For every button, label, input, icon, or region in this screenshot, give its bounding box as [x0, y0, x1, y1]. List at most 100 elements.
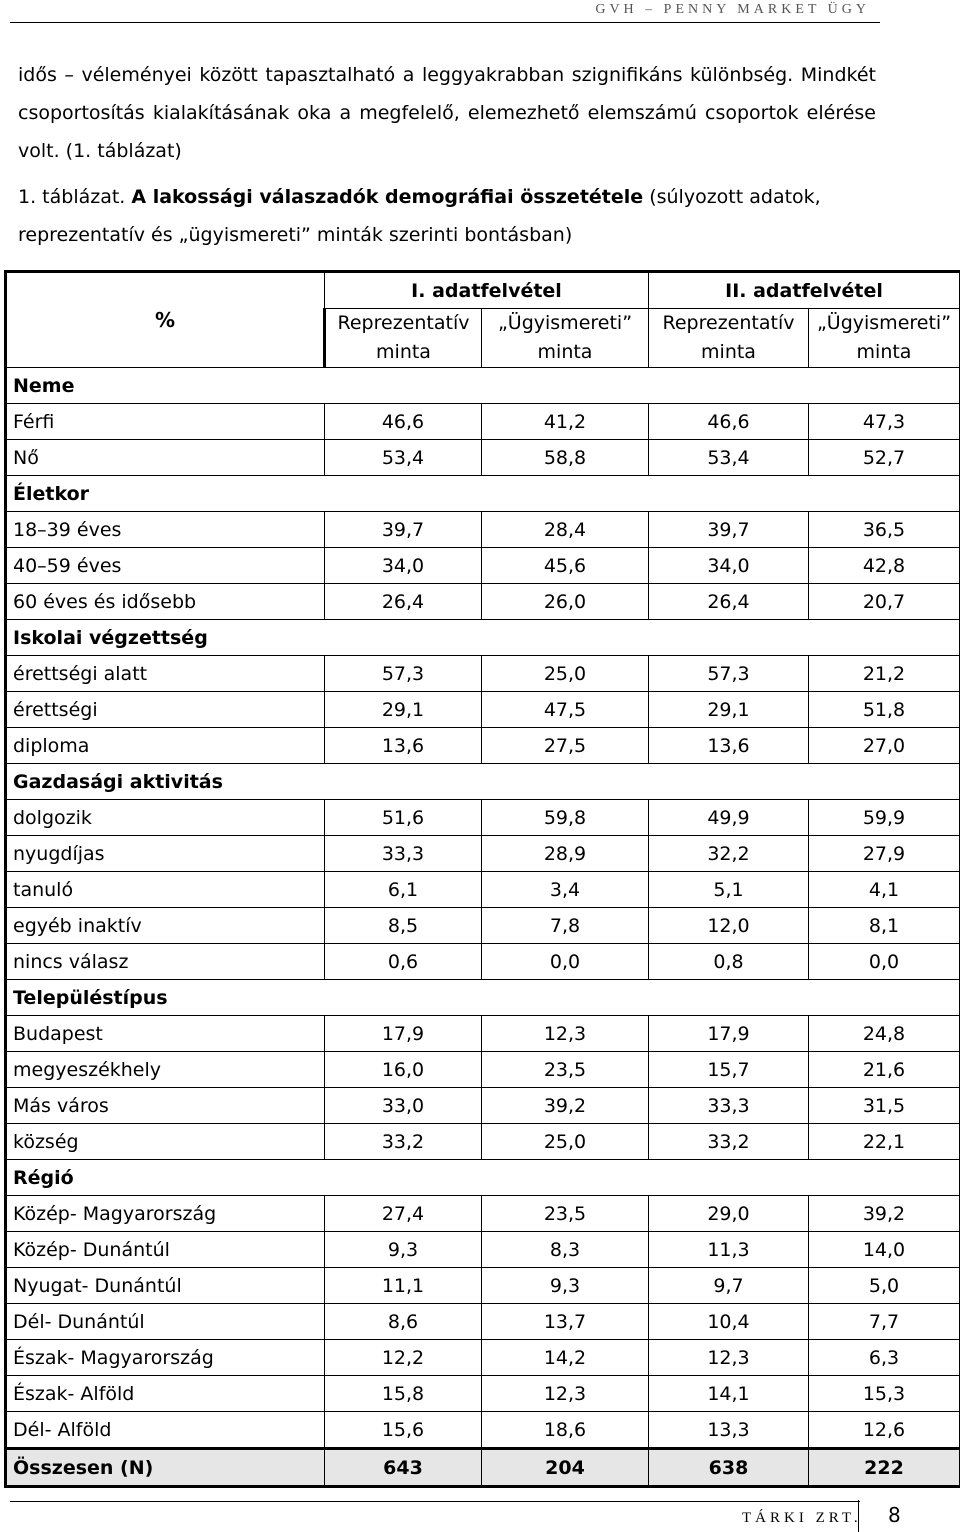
- value-cell: 53,4: [324, 439, 482, 476]
- value-cell: 27,4: [324, 1195, 482, 1232]
- intro-paragraph: idős – véleményei között tapasztalható a…: [18, 64, 876, 162]
- value-cell: 5,0: [808, 1267, 960, 1304]
- value-cell: 39,2: [481, 1087, 649, 1124]
- value-cell: 33,2: [648, 1123, 809, 1160]
- group-label: Iskolai végzettség: [4, 619, 960, 656]
- table-row: nincs válasz 0,6 0,0 0,8 0,0: [4, 943, 960, 980]
- value-cell: 29,1: [324, 691, 482, 728]
- caption-prefix: 1. táblázat.: [18, 186, 126, 208]
- group-row: Életkor: [4, 475, 960, 512]
- survey-2-header: II. adatfelvétel: [648, 270, 960, 309]
- value-cell: 12,0: [648, 907, 809, 944]
- table-row: 40–59 éves 34,0 45,6 34,0 42,8: [4, 547, 960, 584]
- caption-rest: (súlyozott adatok, reprezentatív és „ügy…: [18, 186, 821, 246]
- value-cell: 22,1: [808, 1123, 960, 1160]
- value-cell: 27,0: [808, 727, 960, 764]
- group-row: Régió: [4, 1159, 960, 1196]
- table-row: Észak- Magyarország 12,2 14,2 12,3 6,3: [4, 1339, 960, 1376]
- table-caption: 1. táblázat. A lakossági válaszadók demo…: [18, 178, 876, 254]
- value-cell: 26,0: [481, 583, 649, 620]
- value-cell: 26,4: [324, 583, 482, 620]
- value-cell: 25,0: [481, 1123, 649, 1160]
- table-row: Más város 33,0 39,2 33,3 31,5: [4, 1087, 960, 1124]
- value-cell: 23,5: [481, 1195, 649, 1232]
- row-label: 60 éves és idősebb: [4, 583, 325, 620]
- row-label: diploma: [4, 727, 325, 764]
- value-cell: 32,2: [648, 835, 809, 872]
- table-row: Közép- Magyarország 27,4 23,5 29,0 39,2: [4, 1195, 960, 1232]
- value-cell: 14,0: [808, 1231, 960, 1268]
- row-label: Más város: [4, 1087, 325, 1124]
- table-row: Dél- Dunántúl 8,6 13,7 10,4 7,7: [4, 1303, 960, 1340]
- value-cell: 0,6: [324, 943, 482, 980]
- total-label: Összesen (N): [4, 1447, 325, 1488]
- value-cell: 42,8: [808, 547, 960, 584]
- value-cell: 8,3: [481, 1231, 649, 1268]
- value-cell: 28,9: [481, 835, 649, 872]
- value-cell: 0,0: [481, 943, 649, 980]
- row-label: Budapest: [4, 1015, 325, 1052]
- value-cell: 21,6: [808, 1051, 960, 1088]
- value-cell: 41,2: [481, 403, 649, 440]
- value-cell: 53,4: [648, 439, 809, 476]
- value-cell: 17,9: [324, 1015, 482, 1052]
- value-cell: 10,4: [648, 1303, 809, 1340]
- row-label: Nő: [4, 439, 325, 476]
- value-cell: 23,5: [481, 1051, 649, 1088]
- total-value-cell: 204: [481, 1447, 649, 1488]
- table-row: Észak- Alföld 15,8 12,3 14,1 15,3: [4, 1375, 960, 1412]
- value-cell: 18,6: [481, 1411, 649, 1449]
- value-cell: 9,3: [324, 1231, 482, 1268]
- value-cell: 51,8: [808, 691, 960, 728]
- value-cell: 12,3: [481, 1015, 649, 1052]
- value-cell: 33,0: [324, 1087, 482, 1124]
- group-label: Régió: [4, 1159, 960, 1196]
- value-cell: 39,2: [808, 1195, 960, 1232]
- table-row: Közép- Dunántúl 9,3 8,3 11,3 14,0: [4, 1231, 960, 1268]
- value-cell: 3,4: [481, 871, 649, 908]
- value-cell: 8,6: [324, 1303, 482, 1340]
- value-cell: 14,2: [481, 1339, 649, 1376]
- row-label: megyeszékhely: [4, 1051, 325, 1088]
- table-row: Budapest 17,9 12,3 17,9 24,8: [4, 1015, 960, 1052]
- value-cell: 46,6: [324, 403, 482, 440]
- value-cell: 47,3: [808, 403, 960, 440]
- value-cell: 29,0: [648, 1195, 809, 1232]
- value-cell: 12,2: [324, 1339, 482, 1376]
- value-cell: 26,4: [648, 583, 809, 620]
- value-cell: 13,3: [648, 1411, 809, 1449]
- row-label: 40–59 éves: [4, 547, 325, 584]
- value-cell: 11,3: [648, 1231, 809, 1268]
- group-label: Neme: [4, 367, 960, 404]
- value-cell: 51,6: [324, 799, 482, 836]
- total-value-cell: 643: [324, 1447, 482, 1488]
- value-cell: 15,3: [808, 1375, 960, 1412]
- table-row: Nyugat- Dunántúl 11,1 9,3 9,7 5,0: [4, 1267, 960, 1304]
- value-cell: 13,6: [648, 727, 809, 764]
- table-body: Neme Férfi 46,6 41,2 46,6 47,3 Nő 53,4 58,8 53,4 5…: [4, 367, 960, 1488]
- value-cell: 20,7: [808, 583, 960, 620]
- value-cell: 46,6: [648, 403, 809, 440]
- table-row: község 33,2 25,0 33,2 22,1: [4, 1123, 960, 1160]
- table-row: Férfi 46,6 41,2 46,6 47,3: [4, 403, 960, 440]
- footer-org: TÁRKI ZRT.: [742, 1510, 862, 1526]
- value-cell: 33,2: [324, 1123, 482, 1160]
- value-cell: 47,5: [481, 691, 649, 728]
- table-row: 60 éves és idősebb 26,4 26,0 26,4 20,7: [4, 583, 960, 620]
- row-label: Nyugat- Dunántúl: [4, 1267, 325, 1304]
- group-row: Neme: [4, 367, 960, 404]
- row-label: Férfi: [4, 403, 325, 440]
- value-cell: 6,3: [808, 1339, 960, 1376]
- table-row: érettségi 29,1 47,5 29,1 51,8: [4, 691, 960, 728]
- value-cell: 34,0: [648, 547, 809, 584]
- row-label: nyugdíjas: [4, 835, 325, 872]
- value-cell: 13,6: [324, 727, 482, 764]
- col-header-ugy-1: „Ügyismereti” minta: [481, 308, 649, 368]
- table-row: Nő 53,4 58,8 53,4 52,7: [4, 439, 960, 476]
- value-cell: 34,0: [324, 547, 482, 584]
- total-value-cell: 222: [808, 1447, 960, 1488]
- table-row: egyéb inaktív 8,5 7,8 12,0 8,1: [4, 907, 960, 944]
- survey-1-header: I. adatfelvétel: [324, 270, 649, 309]
- page-number: 8: [888, 1503, 901, 1527]
- value-cell: 59,9: [808, 799, 960, 836]
